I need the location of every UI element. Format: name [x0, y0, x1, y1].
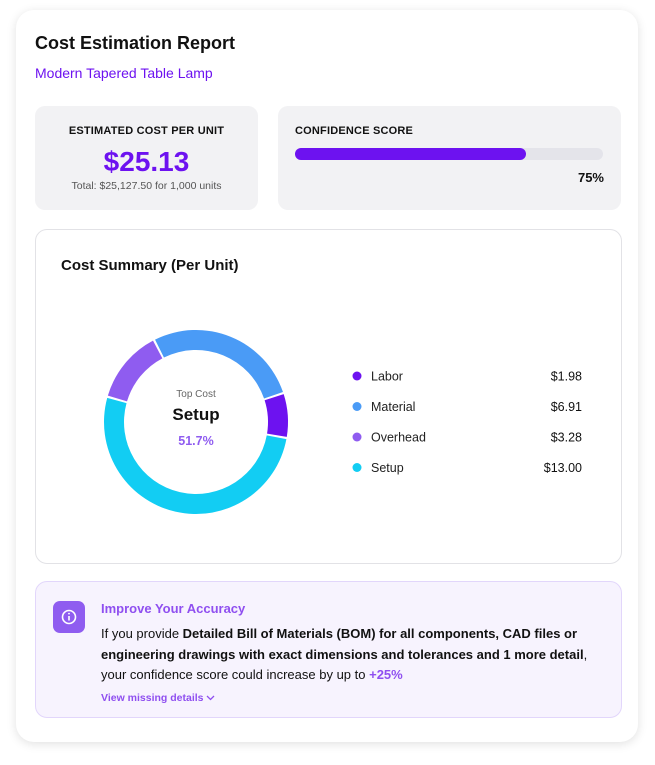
progress-fill: [295, 148, 526, 160]
accuracy-body: If you provide Detailed Bill of Material…: [101, 624, 601, 686]
progress-track: [295, 148, 603, 160]
view-missing-link[interactable]: View missing details: [101, 692, 215, 704]
donut-segment: [155, 330, 283, 399]
legend-dot: [352, 463, 362, 472]
confidence-label: CONFIDENCE SCORE: [295, 125, 414, 137]
accuracy-title: Improve Your Accuracy: [101, 601, 246, 616]
body-run: Detailed Bill of Materials (BOM) for all…: [101, 626, 584, 662]
cost-card: ESTIMATED COST PER UNIT $25.13 Total: $2…: [35, 106, 258, 210]
donut-segment: [264, 394, 289, 437]
title: Cost Estimation Report: [35, 33, 236, 53]
info-glyph: [61, 609, 77, 625]
chevron: [206, 695, 215, 701]
donut-segment: [104, 397, 287, 514]
accuracy-box: Improve Your Accuracy If you provide Det…: [35, 581, 622, 718]
donut-segment: [107, 340, 163, 402]
legend-label: Overhead: [371, 431, 426, 445]
confidence-card: CONFIDENCE SCORE 75%: [278, 106, 621, 210]
summary-title: Cost Summary (Per Unit): [61, 257, 239, 274]
subtitle: Modern Tapered Table Lamp: [35, 65, 213, 81]
info-icon: [53, 601, 85, 633]
legend-label: Labor: [371, 370, 403, 384]
center-share: 51.7%: [178, 434, 213, 448]
legend-value: $6.91: [551, 400, 582, 414]
cost-value: $25.13: [103, 146, 190, 177]
cost-note: Total: $25,127.50 for 1,000 units: [71, 180, 222, 192]
legend-value: $1.98: [551, 370, 582, 384]
body-run: +25%: [369, 667, 403, 682]
center-name: Setup: [172, 405, 219, 424]
summary-card: Cost Summary (Per Unit): [35, 229, 622, 564]
legend-dot: [352, 371, 362, 381]
legend-dot: [352, 402, 362, 411]
legend-value: $13.00: [544, 461, 582, 475]
body-run: , your confidence score could increase b…: [101, 646, 588, 683]
body-run: If you provide: [101, 626, 183, 641]
link-text[interactable]: View missing details: [101, 692, 204, 704]
legend-label: Setup: [371, 461, 404, 475]
legend-dot: [352, 432, 362, 442]
cost-label: ESTIMATED COST PER UNIT: [68, 125, 225, 137]
legend-value: $3.28: [551, 431, 582, 445]
confidence-value: 75%: [577, 170, 604, 185]
center-caption: Top Cost: [176, 389, 216, 400]
legend-label: Material: [371, 400, 415, 414]
